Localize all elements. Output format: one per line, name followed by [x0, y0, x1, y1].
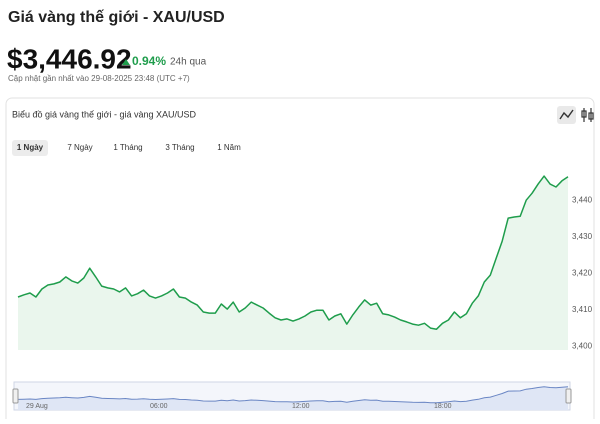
price-line [17, 175, 569, 330]
y-tick-label: 3,410 [572, 305, 593, 314]
tab[interactable]: 1 Năm [217, 143, 241, 152]
price-change: 0.94% [132, 54, 166, 68]
tab-bar: 1 Ngày 7 Ngày 1 Tháng 3 Tháng 1 Năm [12, 140, 241, 156]
navigator-handle[interactable] [565, 388, 572, 404]
candle-icon [588, 112, 594, 120]
y-tick-label: 3,400 [572, 341, 593, 350]
tab[interactable]: 1 Ngày [17, 143, 44, 152]
y-tick-label: 3,430 [572, 232, 593, 241]
tab-active-bg [12, 140, 48, 156]
navigator-line [17, 386, 569, 404]
change-period: 24h qua [170, 57, 207, 68]
line-icon [559, 109, 574, 120]
candle-icon [581, 110, 587, 118]
price: $3,446.92 [7, 43, 132, 74]
navigator-area [18, 386, 568, 410]
navigator-label: 29 Aug [26, 403, 48, 410]
navigator-label: 12:00 [292, 403, 310, 410]
y-tick-label: 3,440 [572, 195, 593, 204]
tab[interactable]: 1 Tháng [113, 143, 142, 152]
navigator-label: 18:00 [434, 403, 452, 410]
up-arrow [122, 59, 130, 65]
candle-chart-button[interactable] [581, 108, 594, 122]
tab[interactable]: 3 Tháng [165, 143, 194, 152]
card-title: Biểu đồ giá vàng thế giới - giá vàng XAU… [12, 109, 197, 119]
price-area [18, 176, 568, 350]
tab[interactable]: 7 Ngày [67, 143, 92, 152]
y-tick-label: 3,420 [572, 268, 593, 277]
navigator-content: 29 Aug 06:00 12:00 18:00 [17, 386, 569, 410]
navigator-label: 06:00 [150, 403, 168, 410]
plot: 3,400 3,410 3,420 3,430 3,440 [17, 175, 593, 350]
navigator-handle[interactable] [12, 388, 19, 404]
page-title: Giá vàng thế giới - XAU/USD [8, 9, 225, 26]
updated-time: Cập nhật gần nhất vào 29-08-2025 23:48 (… [8, 74, 190, 83]
